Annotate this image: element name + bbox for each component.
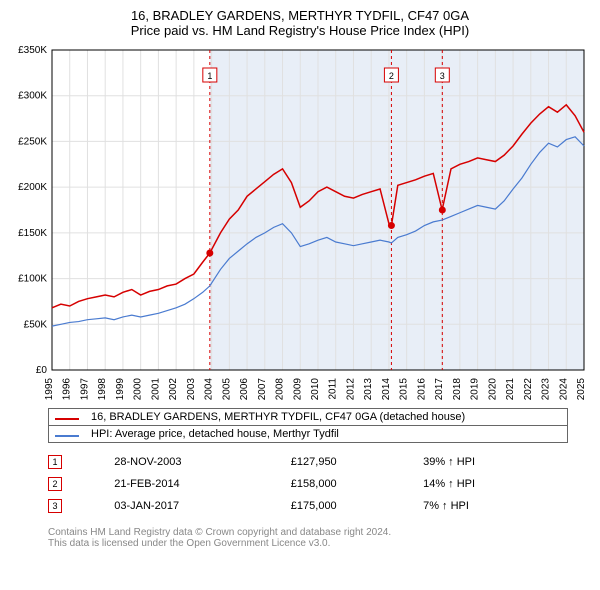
svg-text:2010: 2010 [310, 378, 321, 401]
svg-text:2008: 2008 [275, 378, 286, 401]
svg-text:2021: 2021 [505, 378, 516, 401]
title-line1: 16, BRADLEY GARDENS, MERTHYR TYDFIL, CF4… [8, 8, 592, 23]
svg-text:£0: £0 [36, 365, 48, 376]
transactions-table: 1 28-NOV-2003£127,95039% ↑ HPI 2 21-FEB-201… [48, 451, 568, 517]
svg-text:£50K: £50K [24, 319, 48, 330]
svg-text:2023: 2023 [541, 378, 552, 401]
svg-text:2011: 2011 [328, 378, 339, 400]
licence-line1: Contains HM Land Registry data © Crown c… [48, 527, 568, 538]
tx-vs-hpi: 7% ↑ HPI [423, 495, 568, 517]
tx-date: 21-FEB-2014 [114, 473, 291, 495]
svg-text:2009: 2009 [292, 378, 303, 401]
svg-text:2016: 2016 [416, 378, 427, 401]
legend-label-hpi: HPI: Average price, detached house, Mert… [85, 426, 567, 443]
tx-marker-icon: 1 [48, 455, 62, 469]
svg-text:1998: 1998 [97, 378, 108, 401]
svg-text:1999: 1999 [115, 378, 126, 401]
svg-text:1996: 1996 [62, 378, 73, 401]
chart-title-block: 16, BRADLEY GARDENS, MERTHYR TYDFIL, CF4… [8, 8, 592, 38]
svg-text:£100K: £100K [18, 274, 47, 285]
tx-date: 03-JAN-2017 [114, 495, 291, 517]
svg-text:£300K: £300K [18, 91, 47, 102]
line-chart-svg: £0 £50K £100K £150K £200K £250K £300K £350K 1995… [8, 42, 592, 402]
svg-text:2005: 2005 [221, 378, 232, 401]
legend-swatch-subject [55, 418, 79, 420]
svg-text:2004: 2004 [204, 378, 215, 401]
svg-text:2014: 2014 [381, 378, 392, 401]
title-line2: Price paid vs. HM Land Registry's House … [8, 23, 592, 38]
svg-text:1: 1 [207, 71, 212, 81]
svg-text:2013: 2013 [363, 378, 374, 401]
svg-text:2007: 2007 [257, 378, 268, 401]
svg-text:2002: 2002 [168, 378, 179, 401]
legend-label-subject: 16, BRADLEY GARDENS, MERTHYR TYDFIL, CF4… [85, 409, 567, 426]
tx-vs-hpi: 14% ↑ HPI [423, 473, 568, 495]
tx-vs-hpi: 39% ↑ HPI [423, 451, 568, 473]
svg-text:£350K: £350K [18, 45, 47, 56]
licence-line2: This data is licensed under the Open Gov… [48, 538, 568, 549]
tx-marker-icon: 3 [48, 499, 62, 513]
svg-text:2: 2 [389, 71, 394, 81]
svg-text:2025: 2025 [576, 378, 587, 401]
svg-text:1995: 1995 [44, 378, 55, 401]
tx-price: £127,950 [291, 451, 423, 473]
svg-text:2003: 2003 [186, 378, 197, 401]
svg-text:3: 3 [440, 71, 445, 81]
tx-date: 28-NOV-2003 [114, 451, 291, 473]
svg-text:£200K: £200K [18, 182, 47, 193]
svg-text:£150K: £150K [18, 228, 47, 239]
svg-text:2001: 2001 [150, 378, 161, 401]
tx-marker-icon: 2 [48, 477, 62, 491]
svg-text:2015: 2015 [399, 378, 410, 401]
transaction-row: 2 21-FEB-2014£158,00014% ↑ HPI [48, 473, 568, 495]
svg-text:2022: 2022 [523, 378, 534, 401]
svg-text:1997: 1997 [79, 378, 90, 401]
svg-text:2024: 2024 [558, 378, 569, 401]
tx-price: £175,000 [291, 495, 423, 517]
licence-block: Contains HM Land Registry data © Crown c… [48, 527, 568, 549]
svg-text:2017: 2017 [434, 378, 445, 401]
chart-area: £0 £50K £100K £150K £200K £250K £300K £350K 1995… [8, 42, 592, 402]
svg-text:£250K: £250K [18, 136, 47, 147]
legend-swatch-hpi [55, 435, 79, 437]
transaction-row: 3 03-JAN-2017£175,0007% ↑ HPI [48, 495, 568, 517]
svg-text:2006: 2006 [239, 378, 250, 401]
svg-text:2019: 2019 [470, 378, 481, 401]
legend-box: 16, BRADLEY GARDENS, MERTHYR TYDFIL, CF4… [48, 408, 568, 443]
svg-text:2000: 2000 [133, 378, 144, 401]
transaction-row: 1 28-NOV-2003£127,95039% ↑ HPI [48, 451, 568, 473]
svg-text:2020: 2020 [487, 378, 498, 401]
svg-text:2012: 2012 [345, 378, 356, 401]
tx-price: £158,000 [291, 473, 423, 495]
svg-text:2018: 2018 [452, 378, 463, 401]
